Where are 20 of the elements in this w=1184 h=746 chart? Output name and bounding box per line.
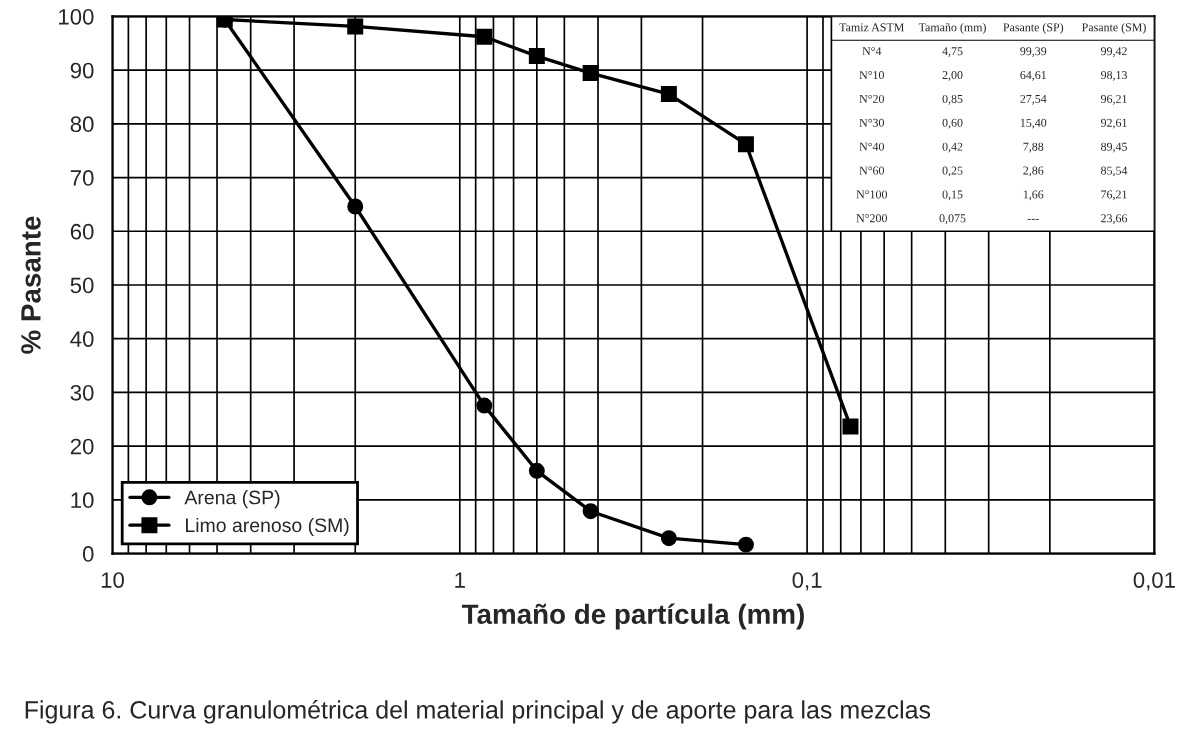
- y-tick-label: 60: [70, 223, 94, 240]
- legend-label: Arena (SP): [184, 490, 280, 509]
- x-axis-title: Tamaño de partícula (mm): [461, 603, 804, 630]
- y-tick-label: 50: [70, 277, 94, 294]
- y-tick-label: 80: [70, 116, 94, 133]
- y-tick-label: 10: [71, 492, 94, 509]
- y-tick-label: 100: [59, 8, 94, 25]
- y-tick-label: 40: [70, 331, 94, 347]
- x-tick-label: 1: [455, 572, 465, 588]
- y-axis-title: % Pasante: [21, 216, 41, 354]
- legend-label: Limo arenoso (SM): [186, 517, 349, 537]
- y-tick-label: 30: [70, 384, 94, 401]
- y-tick-label: 20: [70, 438, 94, 455]
- y-tick-label: 0: [82, 546, 94, 562]
- y-tick-label: 90: [70, 62, 94, 79]
- x-tick-label: 10: [101, 572, 124, 588]
- text: Figura 6. Curva granulométrica del material principal y de aporte para las mezclas: [25, 700, 931, 724]
- x-tick-label: 0,1: [792, 572, 822, 591]
- y-tick-label: 70: [70, 170, 94, 186]
- x-tick-label: 0,01: [1133, 572, 1175, 591]
